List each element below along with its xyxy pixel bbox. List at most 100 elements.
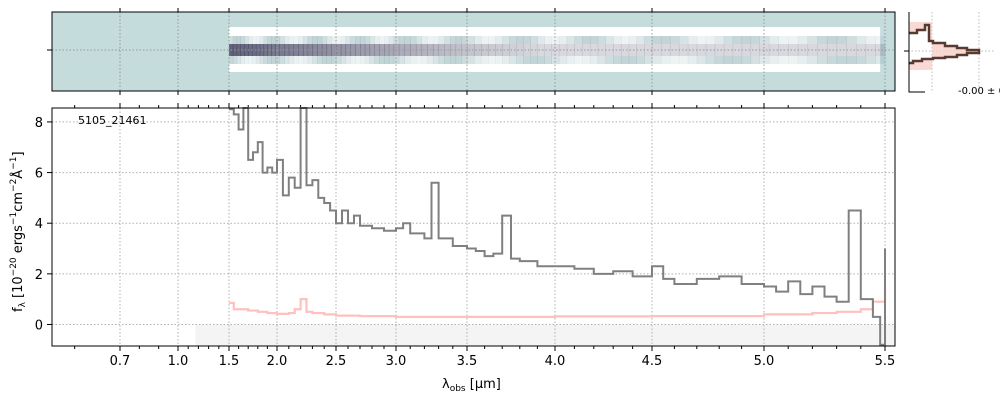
2d-trace-wing: [516, 56, 524, 64]
2d-trace-column: [582, 44, 591, 56]
2d-trace-wing: [232, 36, 238, 44]
2d-trace-wing: [836, 56, 847, 64]
2d-trace-column: [750, 44, 761, 56]
2d-trace-wing: [768, 56, 780, 64]
2d-trace-wing: [723, 56, 734, 64]
hist-outline: [909, 23, 981, 65]
2d-trace-column: [551, 44, 560, 56]
2d-trace-wing: [768, 36, 780, 44]
2d-trace-column: [444, 44, 451, 56]
2d-trace-wing: [488, 56, 496, 64]
2d-trace-wing: [427, 56, 434, 64]
2d-trace-wing: [350, 56, 356, 64]
2d-trace-wing: [455, 36, 462, 44]
2d-trace-wing: [855, 56, 867, 64]
2d-trace-wing: [461, 56, 468, 64]
2d-trace-column: [481, 44, 489, 56]
2d-trace-column: [404, 44, 411, 56]
2d-trace-wing: [350, 36, 356, 44]
2d-trace-wing: [252, 56, 257, 64]
2d-trace-wing: [597, 36, 606, 44]
2d-trace-wing: [474, 56, 482, 64]
2d-trace-wing: [259, 36, 265, 44]
object-label: 5105_21461: [78, 114, 147, 127]
2d-trace-wing: [467, 56, 475, 64]
y-tick-label: 8: [35, 116, 43, 131]
2d-trace-wing: [302, 36, 309, 44]
2d-trace-wing: [404, 56, 411, 64]
2d-trace-column: [345, 44, 351, 56]
2d-trace-column: [369, 44, 375, 56]
2d-trace-wing: [495, 36, 503, 44]
2d-trace-column: [865, 44, 876, 56]
2d-trace-wing: [244, 56, 249, 64]
2d-trace-column: [509, 44, 517, 56]
2d-trace-wing: [271, 56, 276, 64]
2d-trace-wing: [288, 56, 295, 64]
2d-trace-wing: [284, 56, 290, 64]
x-tick-label: 1.5: [219, 354, 240, 369]
2d-trace-column: [360, 44, 366, 56]
2d-trace-wing: [438, 36, 445, 44]
2d-trace-wing: [410, 56, 417, 64]
2d-trace-wing: [788, 56, 799, 64]
2d-spectrum-panel: [47, 8, 896, 95]
2d-trace-wing: [336, 36, 342, 44]
x-tick-label: 1.0: [168, 354, 189, 369]
2d-trace-wing: [255, 56, 261, 64]
2d-trace-wing: [248, 56, 253, 64]
2d-trace-wing: [875, 36, 886, 44]
1d-spectrum-panel: 0.7 1.0 1.5 2.0 2.5 3.0 3.5 4.0 4.5 5.0 5.5 0 2 4 6 8: [35, 103, 896, 369]
2d-trace-wing: [574, 36, 583, 44]
2d-trace-wing: [644, 56, 653, 64]
2d-trace-column: [374, 44, 380, 56]
2d-trace-column: [240, 44, 245, 56]
2d-trace-wing: [502, 36, 510, 44]
2d-trace-wing: [705, 36, 716, 44]
2d-trace-column: [875, 44, 886, 56]
2d-trace-column: [589, 44, 599, 56]
2d-trace-wing: [865, 36, 876, 44]
2d-trace-wing: [236, 36, 242, 44]
2d-trace-wing: [275, 56, 280, 64]
2d-trace-wing: [364, 56, 371, 64]
2d-trace-wing: [696, 56, 707, 64]
x-tick-label: 5.5: [875, 354, 896, 369]
y-tick-label: 4: [35, 217, 43, 232]
2d-trace-column: [488, 44, 496, 56]
2d-trace-wing: [723, 36, 734, 44]
2d-trace-wing: [288, 36, 295, 44]
2d-trace-column: [307, 44, 313, 56]
2d-trace-column: [502, 44, 510, 56]
2d-trace-column: [415, 44, 423, 56]
2d-trace-wing: [345, 36, 351, 44]
2d-trace-column: [574, 44, 583, 56]
2d-trace-wing: [449, 56, 457, 64]
2d-trace-wing: [530, 56, 538, 64]
2d-trace-wing: [826, 36, 838, 44]
2d-trace-column: [293, 44, 299, 56]
2d-trace-wing: [660, 36, 671, 44]
2d-trace-column: [516, 44, 524, 56]
2d-trace-wing: [293, 56, 299, 64]
2d-trace-wing: [240, 36, 245, 44]
2d-trace-wing: [544, 56, 552, 64]
2d-trace-wing: [374, 56, 380, 64]
2d-trace-wing: [613, 36, 622, 44]
2d-trace-wing: [807, 56, 818, 64]
2d-trace-wing: [360, 56, 366, 64]
x-axis-label: λobs [μm]: [442, 377, 501, 394]
2d-trace-column: [652, 44, 662, 56]
2d-trace-column: [826, 44, 838, 56]
2d-trace-wing: [714, 36, 725, 44]
2d-trace-wing: [432, 56, 440, 64]
2d-trace-column: [613, 44, 622, 56]
2d-trace-column: [797, 44, 809, 56]
2d-trace-column: [388, 44, 395, 56]
2d-trace-wing: [537, 36, 545, 44]
2d-trace-wing: [388, 56, 395, 64]
histogram-stats-label: -0.00 ± 0.66: [958, 86, 1000, 97]
2d-trace-column: [336, 44, 342, 56]
2d-trace-wing: [229, 56, 234, 64]
2d-trace-wing: [628, 36, 637, 44]
